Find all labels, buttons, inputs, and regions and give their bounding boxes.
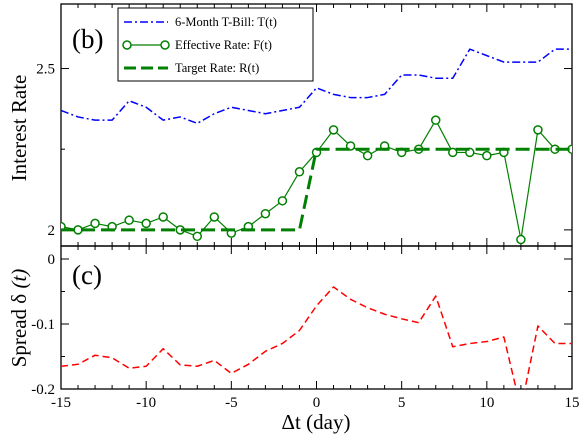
panel-b-series-1-point bbox=[141, 218, 151, 229]
ticks-layer: 2 2.5 0 -0.1 -0.2-15 -10 -5 0 5 10 15 bbox=[31, 4, 580, 411]
legend: 6-Month T-Bill: T(t) Effective Rate: F(t… bbox=[117, 7, 314, 82]
panel-b-series-1-point bbox=[158, 212, 168, 222]
panel-c-series-layer bbox=[61, 286, 572, 389]
panel-b-series-1-point bbox=[192, 231, 203, 242]
panel-b-series-1-point bbox=[73, 225, 83, 235]
panel-b-label: (b) bbox=[72, 24, 103, 54]
panel-b-series-0-line bbox=[61, 48, 572, 125]
legend-entry-tbill: 6-Month T-Bill: T(t) bbox=[124, 15, 277, 29]
panel-b-series-1-point bbox=[482, 150, 492, 161]
panel-c-ytick-label: 0 bbox=[48, 252, 56, 268]
panel-c-ylabel-arg: (t) bbox=[7, 269, 31, 289]
x-axis-title: Δt (day) bbox=[282, 410, 351, 434]
panel-c-ylabel-text: Spread bbox=[7, 308, 31, 367]
panel-c-ytick-label: -0.2 bbox=[31, 382, 55, 398]
legend-entry-target: Target Rate: R(t) bbox=[124, 61, 259, 75]
legend-label-target: Target Rate: R(t) bbox=[175, 61, 259, 75]
panel-b-series-1-point bbox=[124, 215, 134, 225]
panel-b-series-1-point bbox=[448, 147, 458, 158]
panel-c-series-0-line bbox=[61, 286, 572, 389]
panel-c-ylabel-symbol: δ bbox=[7, 294, 31, 304]
panel-b-series-1-point bbox=[516, 234, 526, 245]
panel-b-ylabel: Interest Rate bbox=[7, 75, 31, 182]
panel-c-ylabel: Spread δ (t) bbox=[7, 269, 31, 368]
legend-label-tbill: 6-Month T-Bill: T(t) bbox=[175, 15, 277, 29]
panel-b-series-1-point bbox=[362, 150, 373, 161]
panel-b-series-1-point bbox=[209, 212, 220, 222]
x-tick-label: 0 bbox=[313, 395, 321, 411]
x-tick-label: 10 bbox=[479, 395, 494, 411]
legend-marker-effective-right bbox=[160, 40, 170, 50]
panel-b-series-1-point bbox=[90, 218, 100, 229]
x-tick-label: 15 bbox=[565, 395, 580, 411]
x-tick-label: 5 bbox=[398, 395, 406, 411]
panel-b-series-1-point bbox=[294, 167, 305, 177]
panel-b-series-1-point bbox=[260, 208, 271, 219]
panel-c-ytick-label: -0.1 bbox=[31, 317, 55, 333]
panel-b-series-1-point bbox=[277, 196, 288, 206]
panel-b-ytick-label: 2 bbox=[48, 223, 56, 239]
x-tick-label: -15 bbox=[51, 395, 71, 411]
panel-b-ytick-label: 2.5 bbox=[36, 62, 55, 78]
panel-b-series-1-point bbox=[533, 125, 543, 135]
x-tick-label: -5 bbox=[225, 395, 238, 411]
panel-b-series-1-point bbox=[430, 115, 441, 125]
panel-b-series-1-line bbox=[61, 119, 572, 241]
panel-c-label: (c) bbox=[72, 260, 102, 290]
panel-b-series-1-point bbox=[328, 125, 339, 135]
legend-marker-effective-left bbox=[122, 40, 132, 50]
panel-b-series-layer bbox=[61, 48, 572, 245]
x-tick-label: -10 bbox=[136, 395, 156, 411]
panel-b-series-2-line bbox=[61, 147, 572, 232]
legend-entry-effective: Effective Rate: F(t) bbox=[122, 38, 272, 52]
legend-label-effective: Effective Rate: F(t) bbox=[175, 38, 272, 52]
